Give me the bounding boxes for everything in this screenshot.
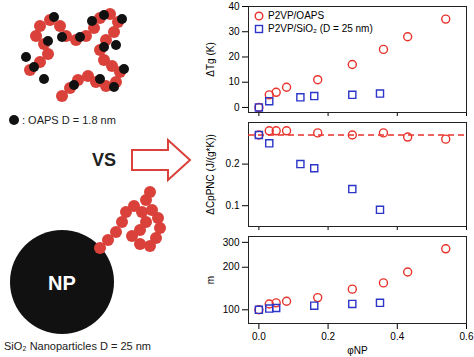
svg-text:30: 30 [228, 26, 240, 37]
svg-text:200: 200 [223, 261, 240, 272]
svg-text:0.0: 0.0 [252, 331, 266, 342]
svg-text:VS: VS [92, 150, 116, 170]
svg-text:0.2: 0.2 [226, 158, 240, 169]
svg-text:φNP: φNP [347, 345, 368, 356]
svg-text:100: 100 [223, 304, 240, 315]
svg-text:300: 300 [223, 237, 240, 248]
svg-text:m: m [205, 276, 216, 284]
svg-text:0.4: 0.4 [390, 331, 404, 342]
svg-text:0: 0 [234, 102, 240, 113]
html-text:P2VP/OAPS: P2VP/OAPS [268, 10, 325, 21]
svg-text:0.6: 0.6 [460, 331, 474, 342]
svg-text:NP: NP [48, 272, 76, 294]
svg-text:40: 40 [228, 1, 240, 12]
svg-text:ΔTg (K): ΔTg (K) [205, 42, 216, 76]
svg-text:0.1: 0.1 [226, 200, 240, 211]
html-text:P2VP/SiO₂ (D = 25 nm): P2VP/SiO₂ (D = 25 nm) [268, 23, 373, 34]
svg-text:20: 20 [228, 51, 240, 62]
svg-text:ΔCpPNC (J/(g*K)): ΔCpPNC (J/(g*K)) [205, 134, 216, 215]
svg-text:SiO₂ Nanoparticles D = 25 nm: SiO₂ Nanoparticles D = 25 nm [4, 340, 151, 352]
svg-text:0.2: 0.2 [321, 331, 335, 342]
svg-text:10: 10 [228, 76, 240, 87]
svg-text:: OAPS D = 1.8 nm: : OAPS D = 1.8 nm [22, 114, 116, 126]
